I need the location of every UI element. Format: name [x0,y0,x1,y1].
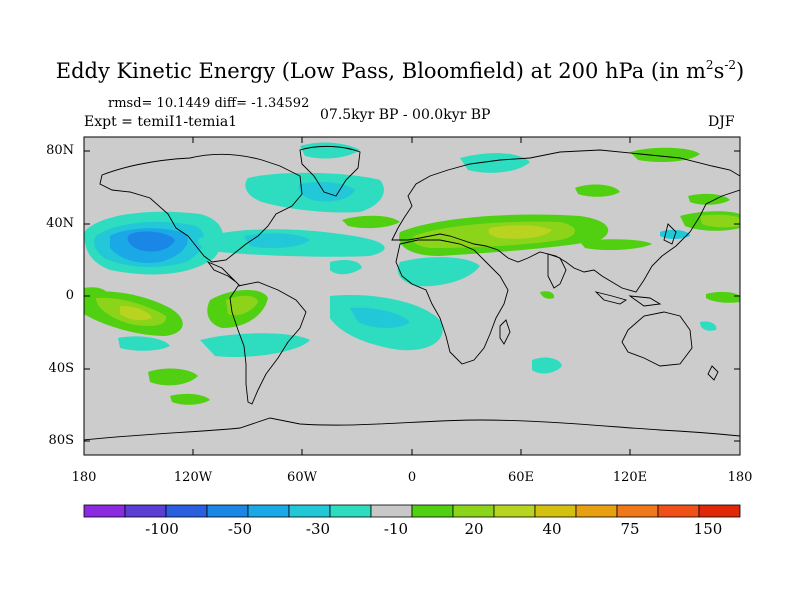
anomaly-region [460,153,530,173]
coastline-indonesia [628,295,662,307]
lon-label-120w: 120W [173,470,213,485]
anomaly-region [120,305,152,321]
anomaly-region [300,142,360,159]
coastline-madagascar [499,319,511,345]
colorbar [83,504,741,518]
colorbar-label: 75 [620,520,640,538]
anomaly-region [244,233,310,248]
map-background [84,137,740,455]
colorbar-swatch [329,504,372,518]
anomaly-region [532,357,562,374]
lon-label-180w: 180 [71,470,97,485]
colorbar-label: -30 [305,520,331,538]
colorbar-swatch [165,504,208,518]
anomaly-region [350,307,410,328]
anomaly-region [580,239,652,251]
colorbar-label: 20 [464,520,484,538]
colorbar-swatch [288,504,331,518]
plot-title: Eddy Kinetic Energy (Low Pass, Bloomfiel… [55,58,745,83]
anomaly-fields [84,142,740,405]
colorbar-swatch [698,504,741,518]
lat-label-40s: 40S [48,361,74,376]
anomaly-region [688,193,730,205]
colorbar-label: 150 [693,520,723,538]
anomaly-region [298,182,355,202]
anomaly-region [700,214,740,228]
coastline-new-zealand [707,365,719,381]
coastline-australia [621,311,693,367]
lat-label-40n: 40N [46,216,74,231]
anomaly-region [127,231,175,252]
coastline-north-america [99,153,303,263]
colorbar-swatch [534,504,577,518]
anomaly-region [575,184,620,197]
anomaly-region [706,291,740,303]
colorbar-swatch [452,504,495,518]
lon-label-60w: 60W [287,470,317,485]
anomaly-region [397,257,480,287]
axis-ticks [84,137,740,455]
lon-label-120e: 120E [612,470,648,485]
anomaly-region [700,321,717,331]
lat-label-0: 0 [65,288,74,303]
colorbar-swatch [411,504,454,518]
coastline-north-america [206,260,241,287]
colorbar-swatch [124,504,167,518]
anomaly-region [148,368,198,386]
rmsd-diff-stats: rmsd= 10.1449 diff= -1.34592 [108,96,310,111]
coastline-africa [395,239,509,365]
colorbar-swatch [247,504,290,518]
lon-label-0: 0 [407,470,417,485]
anomaly-region [84,287,108,298]
coastline-indonesia [594,291,628,305]
season-label: DJF [708,114,735,130]
anomaly-region [170,393,210,405]
colorbar-swatch [206,504,249,518]
anomaly-region [540,291,555,299]
colorbar-swatch [616,504,659,518]
lon-label-60e: 60E [507,470,535,485]
lat-label-80s: 80S [48,433,74,448]
experiment-label: Expt = temiI1-temia1 [84,114,238,130]
coastline-greenland [299,145,361,197]
coastline-eurasia [391,149,740,293]
anomaly-region [330,260,362,275]
lat-label-80n: 80N [46,143,74,158]
colorbar-swatch [493,504,536,518]
colorbar-label: -50 [227,520,253,538]
colorbar-swatch [83,504,126,518]
anomaly-region [488,225,552,239]
colorbar-swatch [575,504,618,518]
lon-label-180e: 180 [727,470,753,485]
period-label: 07.5kyr BP - 00.0kyr BP [320,107,491,123]
anomaly-region [118,336,170,351]
coastlines [84,145,740,441]
coastline-south-america [229,281,307,405]
colorbar-label: -10 [383,520,409,538]
coastline-india [547,253,567,289]
coastline-japan [663,223,677,245]
colorbar-swatch [370,504,413,518]
anomaly-region [226,295,258,316]
colorbar-swatch [657,504,700,518]
coastline-antarctica [84,417,740,441]
colorbar-label: -100 [145,520,179,538]
colorbar-label: 40 [542,520,562,538]
anomaly-region [342,215,400,229]
